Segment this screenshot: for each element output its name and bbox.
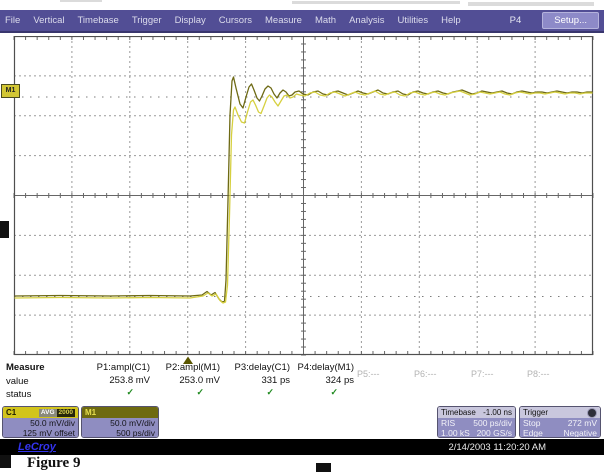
crop-mark	[316, 463, 331, 472]
menu-timebase[interactable]: Timebase	[77, 15, 119, 26]
timebase-mode: RIS	[441, 418, 456, 428]
datetime-label: 2/14/2003 11:20:20 AM	[448, 441, 546, 453]
trigger-level: 272 mV	[567, 418, 597, 428]
waveform-display	[0, 35, 604, 368]
p3-label: P3:delay(C1)	[234, 362, 290, 373]
scope-grid-svg	[13, 35, 594, 364]
c1-label: C1	[6, 408, 17, 417]
p2-status-check-icon: ✓	[196, 387, 204, 397]
menu-cursors[interactable]: Cursors	[218, 15, 252, 26]
menu-analysis[interactable]: Analysis	[349, 15, 385, 26]
measure-panel: Measure value status P1:ampl(C1) 253.8 m…	[0, 360, 604, 404]
menu-math[interactable]: Math	[314, 15, 337, 26]
measure-param-p3[interactable]: P3:delay(C1) 331 ps ✓	[212, 362, 290, 398]
menu-measure[interactable]: Measure	[265, 15, 302, 26]
p1-status-check-icon: ✓	[126, 387, 134, 397]
p3-status-check-icon: ✓	[266, 387, 274, 397]
c1-average-badge: AVG 2000	[38, 408, 75, 417]
m1-time-per-div: 500 ps/div	[116, 428, 155, 438]
timebase-rate: 200 GS/s	[476, 428, 512, 438]
p4-label: P4:delay(M1)	[297, 362, 355, 373]
menu-utilities[interactable]: Utilities	[397, 15, 429, 26]
timebase-per-div: 500 ps/div	[473, 418, 512, 428]
menu-display[interactable]: Display	[174, 15, 206, 26]
trigger-title: Trigger	[523, 408, 549, 417]
scan-artifact	[468, 2, 594, 6]
value-row-title: value	[6, 376, 29, 387]
p4-value: 324 ps	[325, 375, 354, 386]
status-row-title: status	[6, 389, 32, 400]
selected-param-label: P4	[509, 15, 522, 26]
measure-param-p5[interactable]: P5:---	[357, 369, 380, 379]
m1-volts-per-div: 50.0 mV/div	[110, 418, 155, 428]
timebase-offset: -1.00 ns	[483, 408, 512, 417]
menu-bar: File Vertical Timebase Trigger Display C…	[0, 10, 604, 33]
trigger-descriptor[interactable]: Trigger Stop 272 mV Edge Negative	[519, 406, 601, 438]
menu-vertical[interactable]: Vertical	[33, 15, 65, 26]
scan-artifact	[60, 0, 102, 2]
channel-c1-descriptor[interactable]: C1 AVG 2000 50.0 mV/div 125 mV offset	[2, 406, 79, 438]
lecroy-logo: LeCroy	[18, 441, 56, 453]
c1-volts-per-div: 50.0 mV/div	[30, 418, 75, 428]
menu-trigger[interactable]: Trigger	[131, 15, 162, 26]
p3-value: 331 ps	[261, 375, 290, 386]
timebase-title: Timebase	[441, 408, 476, 417]
trigger-source-icon	[587, 407, 597, 418]
c1-offset: 125 mV offset	[22, 428, 75, 438]
trace-zero-level-tag[interactable]: M1	[1, 84, 20, 98]
timebase-samples: 1.00 kS	[441, 428, 470, 438]
menu-file[interactable]: File	[5, 15, 21, 26]
measure-param-p6[interactable]: P6:---	[414, 369, 437, 379]
memory-m1-descriptor[interactable]: M1 50.0 mV/div 500 ps/div	[81, 406, 159, 438]
scan-artifact	[292, 1, 460, 4]
status-bar: LeCroy 2/14/2003 11:20:20 AM	[0, 439, 604, 455]
crop-mark	[0, 221, 9, 238]
measure-row-title: Measure	[6, 362, 45, 373]
m1-label: M1	[85, 408, 97, 417]
figure-caption: Figure 9	[27, 455, 81, 471]
trigger-state: Stop	[523, 418, 541, 428]
timebase-descriptor[interactable]: Timebase -1.00 ns RIS 500 ps/div 1.00 kS…	[437, 406, 516, 438]
setup-button[interactable]: Setup...	[542, 12, 599, 29]
p1-value: 253.8 mV	[109, 375, 150, 386]
measure-param-p8[interactable]: P8:---	[527, 369, 550, 379]
measure-param-p7[interactable]: P7:---	[471, 369, 494, 379]
crop-mark	[0, 454, 11, 468]
measure-param-p2[interactable]: P2:ampl(M1) 253.0 mV ✓	[142, 362, 220, 398]
trigger-slope: Negative	[563, 428, 597, 438]
p2-value: 253.0 mV	[179, 375, 220, 386]
p2-label: P2:ampl(M1)	[165, 362, 220, 373]
trigger-type: Edge	[523, 428, 543, 438]
measure-param-p1[interactable]: P1:ampl(C1) 253.8 mV ✓	[72, 362, 150, 398]
menu-help[interactable]: Help	[441, 15, 461, 26]
p1-label: P1:ampl(C1)	[96, 362, 150, 373]
p4-status-check-icon: ✓	[330, 387, 338, 397]
measure-param-p4[interactable]: P4:delay(M1) 324 ps ✓	[276, 362, 355, 398]
